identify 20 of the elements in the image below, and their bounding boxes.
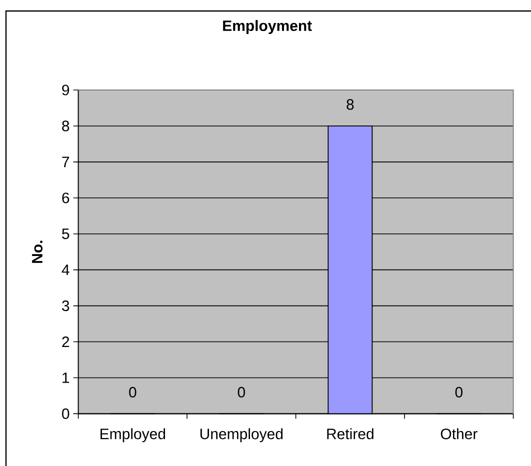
data-label: 0	[238, 386, 246, 398]
x-tick-label: Employed	[100, 428, 166, 442]
y-axis-title: No.	[32, 240, 43, 263]
data-label: 0	[455, 386, 463, 398]
x-tick-label: Other	[440, 428, 478, 440]
y-tick-label: 5	[62, 228, 70, 240]
y-tick-label: 1	[62, 372, 70, 383]
x-tick-label: Unemployed	[200, 428, 283, 442]
y-tick-label: 7	[62, 156, 70, 168]
x-tick-label: Retired	[327, 428, 374, 440]
y-tick-label: 2	[62, 336, 70, 348]
y-tick-label: 0	[62, 408, 70, 420]
y-tick-label: 4	[62, 264, 70, 275]
chart-title: Employment	[223, 20, 312, 34]
y-tick-label: 9	[62, 84, 70, 96]
data-label: 8	[346, 99, 354, 110]
y-tick-label: 3	[62, 300, 70, 312]
data-label: 0	[129, 386, 136, 398]
y-tick-label: 8	[62, 120, 70, 132]
y-tick-label: 6	[62, 192, 70, 204]
